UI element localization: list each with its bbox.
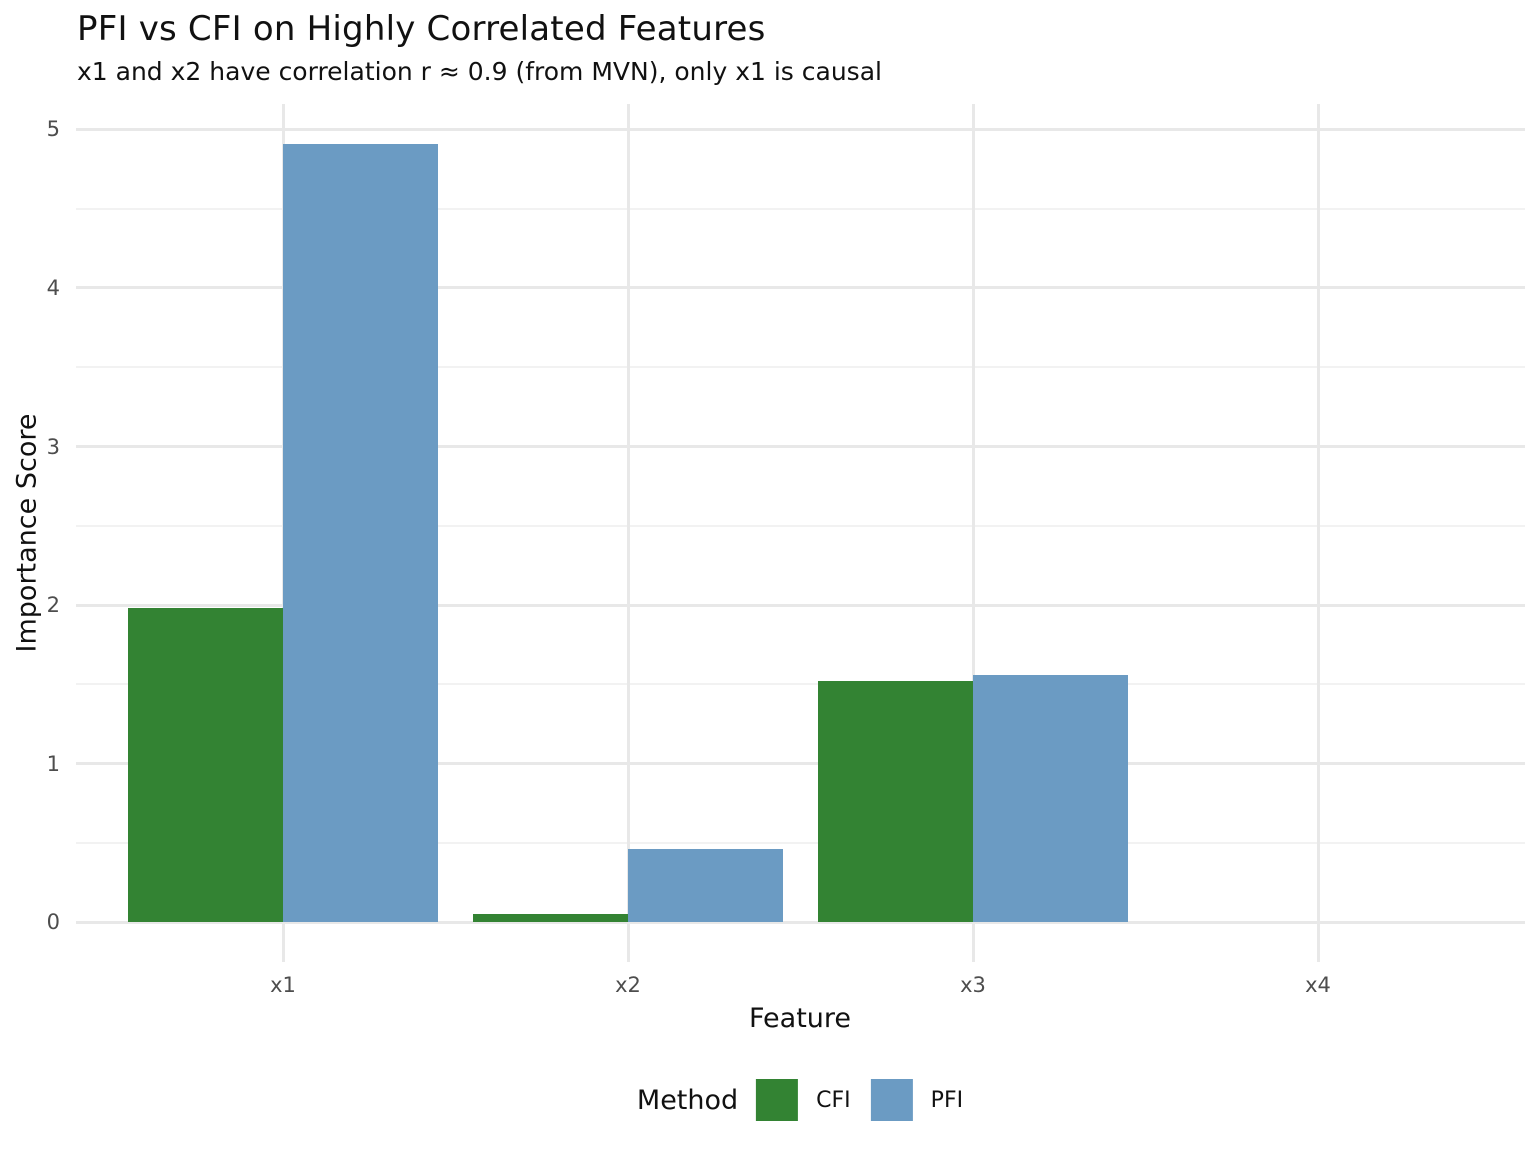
gridline-minor-h (76, 366, 1525, 369)
x-axis-tick-labels: x1 x2 x3 x4 (76, 966, 1525, 1000)
x-tick-label: x3 (960, 973, 986, 997)
plot-panel (76, 104, 1525, 962)
x-tick-label: x4 (1305, 973, 1331, 997)
gridline-major-h (76, 127, 1525, 131)
legend-item-cfi: CFI (756, 1079, 851, 1121)
x-tick-label: x2 (615, 973, 641, 997)
gridline-major-h (76, 603, 1525, 607)
bar-x2-cfi (472, 914, 628, 923)
y-tick-label: 2 (46, 593, 60, 618)
gridline-major-h (76, 445, 1525, 449)
y-tick-label: 0 (46, 910, 60, 935)
y-tick-label: 1 (46, 751, 60, 776)
gridline-major-v (626, 104, 630, 962)
legend-title: Method (636, 1084, 739, 1116)
gridline-minor-h (76, 842, 1525, 845)
bar-x3-pfi (973, 674, 1129, 923)
x-tick-label: x1 (270, 973, 296, 997)
legend-swatch-cfi (756, 1079, 799, 1121)
y-tick-label: 4 (46, 275, 60, 300)
bar-x1-cfi (127, 608, 283, 923)
gridline-major-h (76, 286, 1525, 290)
legend-item-pfi: PFI (870, 1079, 964, 1121)
y-tick-label: 3 (46, 434, 60, 459)
gridline-minor-h (76, 207, 1525, 210)
y-tick-label: 5 (46, 117, 60, 142)
y-axis-tick-labels: 0 1 2 3 4 5 (0, 104, 60, 962)
legend-label-pfi: PFI (930, 1087, 964, 1113)
chart-subtitle: x1 and x2 have correlation r ≈ 0.9 (from… (77, 57, 882, 86)
bar-x3-cfi (817, 681, 973, 923)
legend-swatch-pfi (870, 1079, 913, 1121)
legend-label-cfi: CFI (816, 1087, 851, 1113)
legend: Method CFI PFI (637, 1079, 963, 1121)
bar-x2-pfi (628, 849, 784, 923)
x-axis-title: Feature (748, 1003, 852, 1034)
gridline-major-h (76, 920, 1525, 924)
gridline-major-v (1316, 104, 1320, 962)
gridline-major-v (971, 104, 975, 962)
gridline-minor-h (76, 524, 1525, 527)
gridline-major-h (76, 762, 1525, 766)
bar-x1-pfi (283, 143, 439, 923)
chart-title: PFI vs CFI on Highly Correlated Features (77, 9, 766, 49)
gridline-minor-h (76, 683, 1525, 686)
